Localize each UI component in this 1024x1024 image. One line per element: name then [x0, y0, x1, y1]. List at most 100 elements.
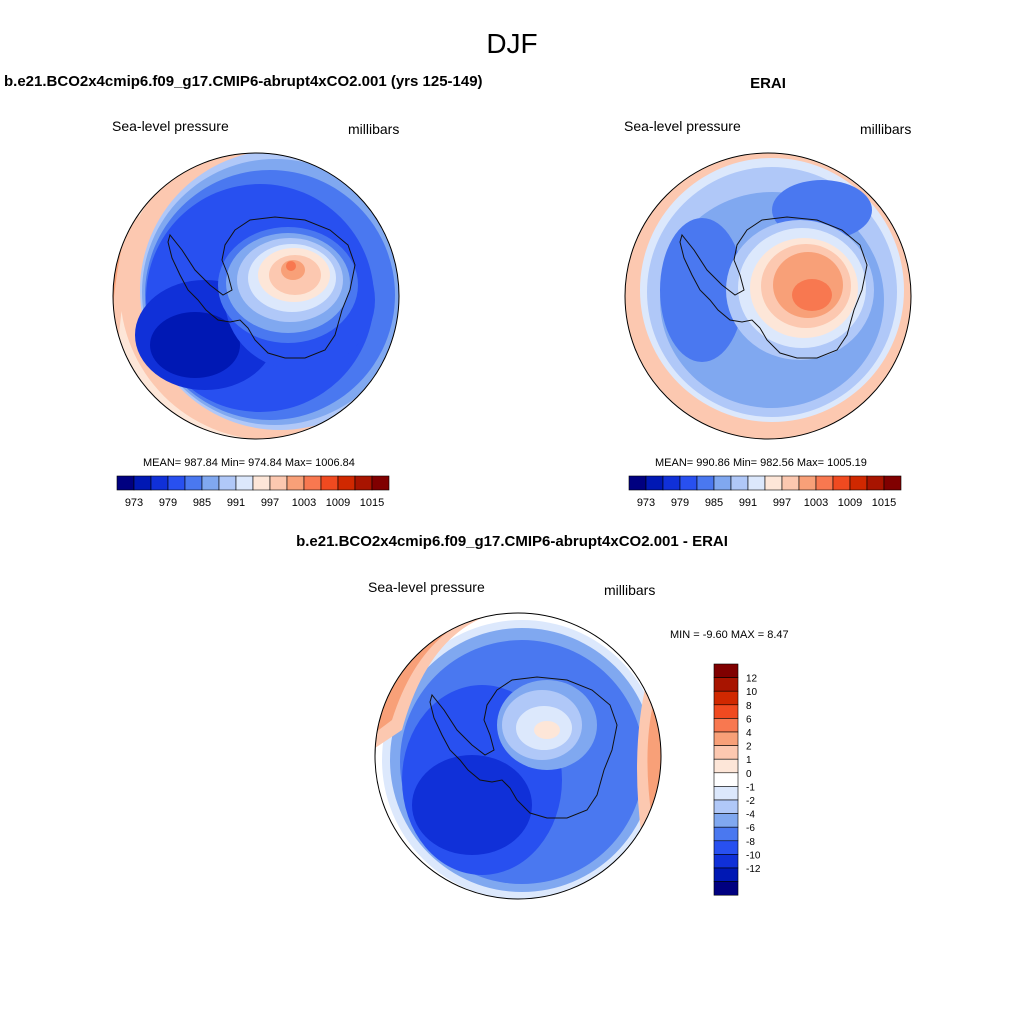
diff-colorbar-label: -4	[746, 810, 755, 821]
obs-colorbar-swatch	[713, 475, 732, 491]
diff-colorbar-swatch	[713, 826, 739, 842]
obs-colorbar-label: 973	[637, 497, 655, 509]
diff-variable-label: Sea-level pressure	[368, 579, 485, 595]
diff-colorbar-swatch	[713, 677, 739, 692]
obs-colorbar-swatch	[645, 475, 664, 491]
model-colorbar-swatch	[201, 475, 220, 491]
diff-colorbar-swatch	[713, 881, 739, 896]
obs-colorbar-swatch	[696, 475, 715, 491]
model-colorbar-swatch	[150, 475, 169, 491]
model-colorbar-swatch	[235, 475, 254, 491]
model-colorbar-label: 1009	[326, 497, 350, 509]
obs-panel-title: ERAI	[750, 75, 786, 92]
diff-colorbar-label: 8	[746, 701, 752, 712]
obs-colorbar-swatch	[747, 475, 766, 491]
model-colorbar-swatch	[167, 475, 186, 491]
figure-title: DJF	[486, 28, 538, 59]
diff-units-label: millibars	[604, 582, 656, 598]
model-colorbar-label: 1015	[360, 497, 384, 509]
obs-colorbar-swatch	[679, 475, 698, 491]
obs-colorbar-swatch	[662, 475, 681, 491]
model-colorbar-swatch	[269, 475, 288, 491]
obs-colorbar-label: 1015	[872, 497, 896, 509]
model-colorbar-swatch	[371, 475, 390, 491]
diff-colorbar-swatch	[713, 690, 739, 706]
obs-units-label: millibars	[860, 121, 912, 137]
obs-stats: MEAN= 990.86 Min= 982.56 Max= 1005.19	[655, 457, 867, 469]
model-colorbar-label: 1003	[292, 497, 316, 509]
diff-map	[374, 612, 662, 900]
diff-colorbar-swatch	[713, 704, 739, 719]
obs-colorbar-label: 1009	[838, 497, 862, 509]
diff-colorbar-label: 6	[746, 714, 752, 725]
diff-colorbar-swatch	[713, 772, 739, 787]
diff-colorbar-label: -12	[746, 864, 761, 875]
obs-variable-label: Sea-level pressure	[624, 118, 741, 134]
model-map	[112, 152, 400, 440]
obs-colorbar-label: 1003	[804, 497, 828, 509]
obs-colorbar: 973 979 985 991 997 1003 1009 1015	[628, 475, 902, 509]
model-colorbar-label: 997	[261, 497, 279, 509]
obs-colorbar-label: 991	[739, 497, 757, 509]
obs-colorbar-swatch	[764, 475, 783, 491]
model-colorbar-swatch	[116, 475, 135, 491]
model-variable-label: Sea-level pressure	[112, 118, 229, 134]
obs-map	[624, 152, 912, 440]
diff-colorbar-swatch	[713, 813, 739, 828]
obs-colorbar-label: 985	[705, 497, 723, 509]
diff-colorbar-swatch	[713, 854, 739, 869]
diff-colorbar-swatch	[713, 745, 739, 760]
model-colorbar-swatch	[133, 475, 152, 491]
model-colorbar-swatch	[218, 475, 237, 491]
obs-colorbar-swatch	[815, 475, 834, 491]
obs-colorbar-label: 997	[773, 497, 791, 509]
model-colorbar-label: 973	[125, 497, 143, 509]
obs-colorbar-swatch	[849, 475, 868, 491]
diff-colorbar-swatch	[713, 840, 739, 855]
diff-colorbar-label: -10	[746, 850, 761, 861]
model-colorbar-label: 979	[159, 497, 177, 509]
model-colorbar-swatch	[320, 475, 339, 491]
model-coastline	[167, 216, 356, 359]
obs-colorbar-swatch	[832, 475, 851, 491]
diff-colorbar-label: -1	[746, 782, 755, 793]
model-stats: MEAN= 987.84 Min= 974.84 Max= 1006.84	[143, 457, 355, 469]
diff-colorbar-label: 1	[746, 755, 752, 766]
diff-colorbar-label: -6	[746, 823, 755, 834]
diff-colorbar-swatch	[713, 799, 739, 814]
diff-panel-title: b.e21.BCO2x4cmip6.f09_g17.CMIP6-abrupt4x…	[296, 533, 728, 550]
diff-colorbar-label: 4	[746, 728, 752, 739]
model-colorbar-label: 985	[193, 497, 211, 509]
obs-colorbar-swatch	[730, 475, 749, 491]
model-units-label: millibars	[348, 121, 400, 137]
obs-colorbar-swatch	[866, 475, 885, 491]
obs-colorbar-swatch	[883, 475, 902, 491]
diff-colorbar-swatch	[713, 758, 739, 774]
model-colorbar-swatch	[303, 475, 322, 491]
diff-colorbar-label: 0	[746, 769, 752, 780]
model-colorbar-swatch	[252, 475, 271, 491]
model-colorbar-swatch	[354, 475, 373, 491]
diff-colorbar-label: -8	[746, 837, 755, 848]
obs-colorbar-swatch	[628, 475, 647, 491]
model-colorbar-label: 991	[227, 497, 245, 509]
diff-stats: MIN = -9.60 MAX = 8.47	[670, 629, 789, 641]
obs-colorbar-swatch	[781, 475, 800, 491]
obs-coastline	[679, 216, 868, 359]
model-colorbar-swatch	[337, 475, 356, 491]
diff-colorbar-swatch	[713, 867, 739, 882]
obs-colorbar-swatch	[798, 475, 817, 491]
diff-colorbar-swatch	[713, 786, 739, 801]
model-colorbar: 973 979 985 991 997 1003 1009 1015	[116, 475, 390, 509]
model-panel-title: b.e21.BCO2x4cmip6.f09_g17.CMIP6-abrupt4x…	[4, 73, 483, 90]
model-colorbar-swatch	[286, 475, 305, 491]
diff-colorbar-label: 2	[746, 742, 752, 753]
diff-colorbar-label: -2	[746, 796, 755, 807]
model-colorbar-swatch	[184, 475, 203, 491]
diff-colorbar-swatch	[713, 731, 739, 746]
obs-colorbar-label: 979	[671, 497, 689, 509]
diff-colorbar-swatch	[713, 663, 739, 678]
diff-colorbar-swatch	[713, 718, 739, 733]
diff-colorbar-label: 12	[746, 674, 758, 685]
